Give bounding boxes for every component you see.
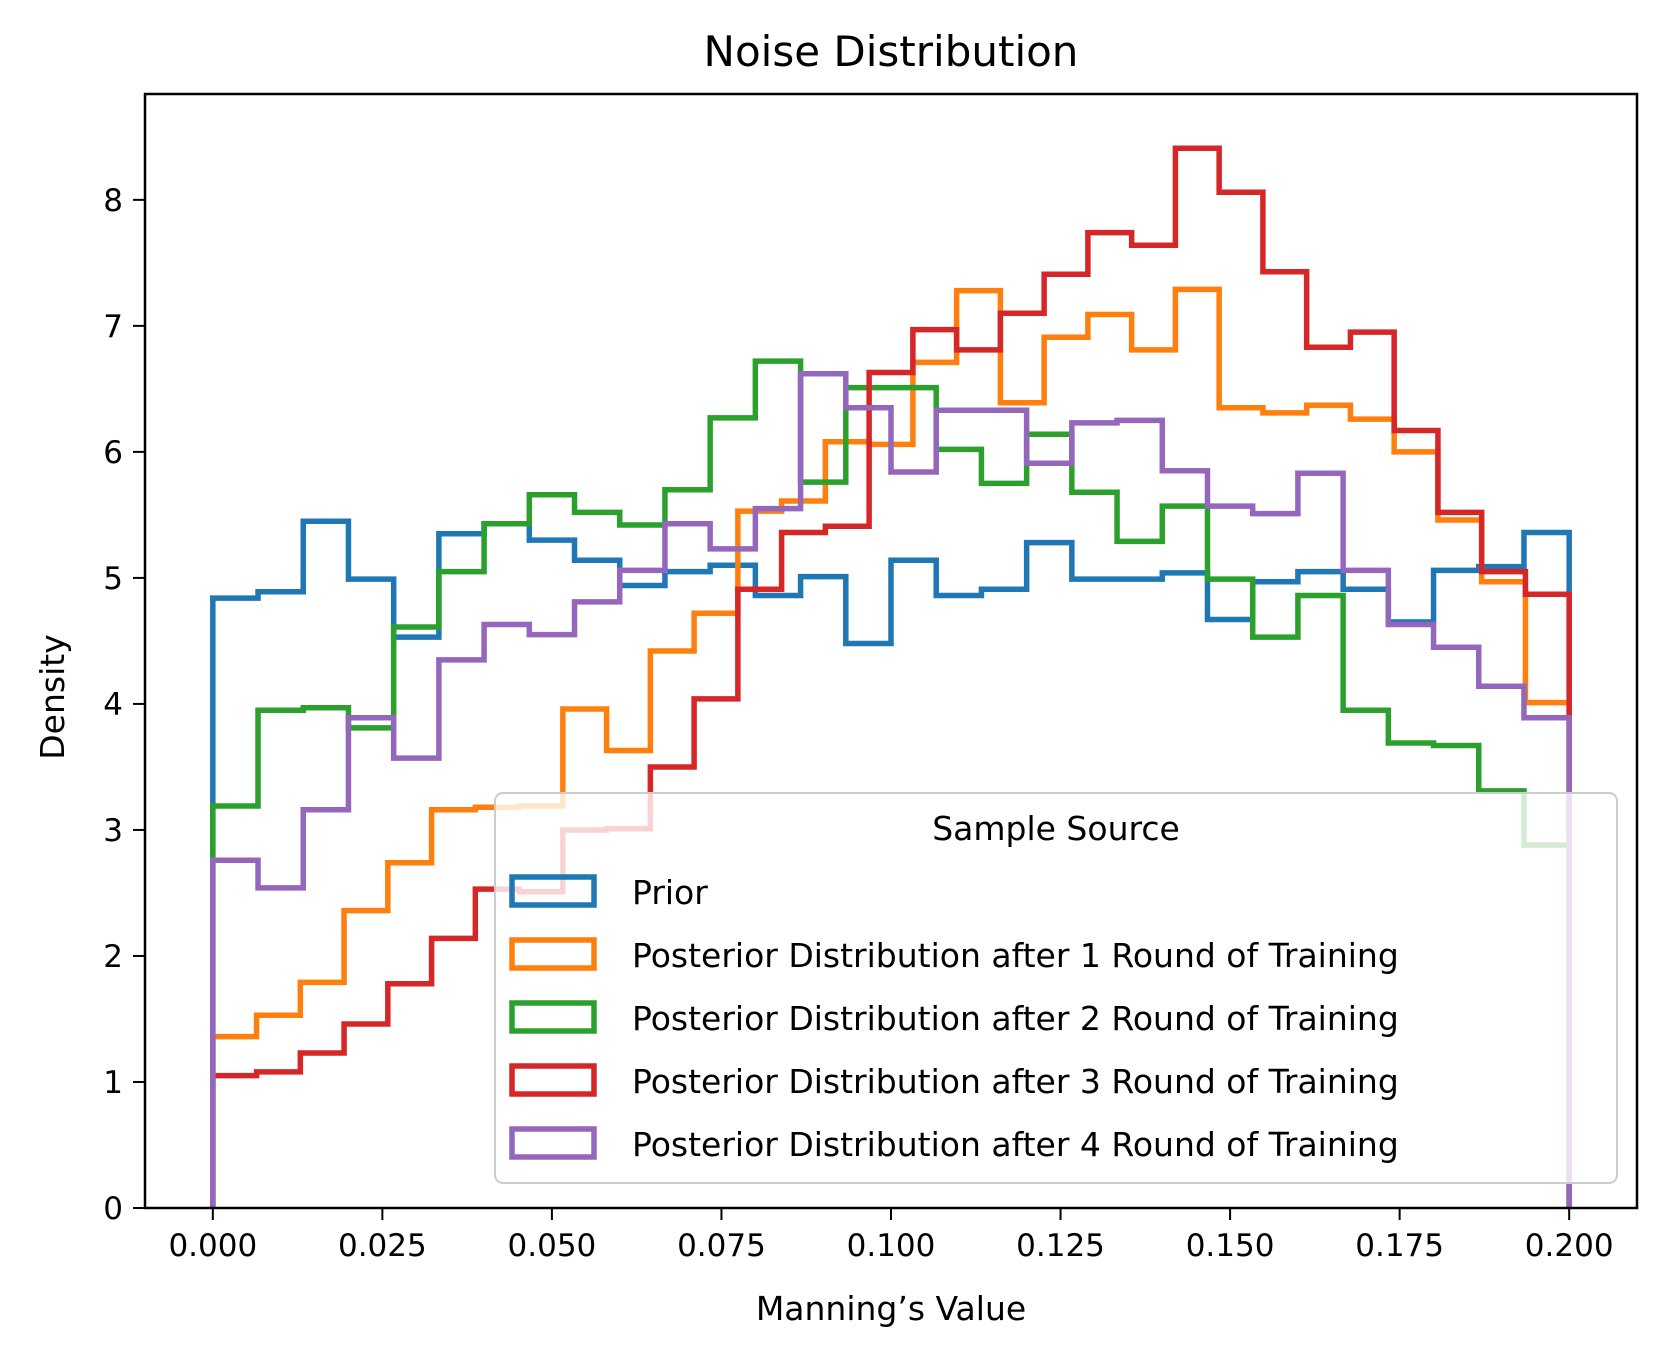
y-tick-label: 6 — [103, 435, 123, 471]
x-tick-label: 0.050 — [508, 1228, 597, 1264]
legend-entry: Prior — [509, 873, 708, 912]
legend: Sample Source Prior Posterior Distributio… — [494, 792, 1618, 1184]
axes-frame — [143, 92, 1639, 1210]
legend-swatch — [509, 874, 597, 908]
legend-entry: Posterior Distribution after 2 Round of … — [509, 999, 1399, 1038]
y-tick-label: 0 — [103, 1191, 123, 1227]
legend-swatch — [509, 1063, 597, 1097]
legend-entry: Posterior Distribution after 4 Round of … — [509, 1125, 1399, 1164]
series-4-step — [210, 145, 1572, 1208]
chart-title: Noise Distribution — [704, 27, 1079, 76]
legend-label: Posterior Distribution after 1 Round of … — [632, 936, 1399, 975]
legend-entry: Posterior Distribution after 3 Round of … — [509, 1062, 1399, 1101]
legend-swatch — [509, 1000, 597, 1034]
y-tick-label: 2 — [103, 939, 123, 975]
legend-label: Prior — [632, 873, 708, 912]
x-axis-label: Manning’s Value — [756, 1289, 1026, 1328]
legend-label: Posterior Distribution after 3 Round of … — [632, 1062, 1399, 1101]
legend-swatch — [509, 1126, 597, 1160]
y-tick-label: 8 — [103, 183, 123, 219]
x-tick-label: 0.025 — [338, 1228, 427, 1264]
x-tick-label: 0.075 — [677, 1228, 766, 1264]
legend-title: Sample Source — [932, 809, 1180, 848]
y-tick-label: 7 — [103, 309, 123, 345]
y-tick-label: 4 — [103, 687, 123, 723]
x-tick-label: 0.175 — [1355, 1228, 1444, 1264]
x-tick-label: 0.150 — [1186, 1228, 1275, 1264]
x-tick-label: 0.100 — [847, 1228, 936, 1264]
legend-box — [494, 792, 1618, 1184]
legend-swatch — [509, 937, 597, 971]
y-tick-label: 1 — [103, 1065, 123, 1101]
legend-label: Posterior Distribution after 4 Round of … — [632, 1125, 1399, 1164]
series-1-step — [210, 518, 1572, 1208]
legend-label: Posterior Distribution after 2 Round of … — [632, 999, 1399, 1038]
legend-entry: Posterior Distribution after 1 Round of … — [509, 936, 1399, 975]
y-axis-label: Density — [33, 634, 72, 759]
y-tick-label: 3 — [103, 813, 123, 849]
series-5-step — [210, 371, 1572, 1208]
x-tick-label: 0.125 — [1016, 1228, 1105, 1264]
plot-area — [210, 145, 1572, 1208]
y-axis-ticks: 0 1 2 3 4 5 6 7 8 — [103, 183, 145, 1227]
legend-entries: Prior Posterior Distribution after 1 Roun… — [509, 873, 1399, 1164]
series-3-step — [210, 358, 1572, 1208]
x-tick-label: 0.000 — [168, 1228, 257, 1264]
x-axis-ticks: 0.000 0.025 0.050 0.075 0.100 0.125 0.150 0.175… — [168, 1208, 1614, 1264]
x-tick-label: 0.200 — [1525, 1228, 1614, 1264]
y-tick-label: 5 — [103, 561, 123, 597]
